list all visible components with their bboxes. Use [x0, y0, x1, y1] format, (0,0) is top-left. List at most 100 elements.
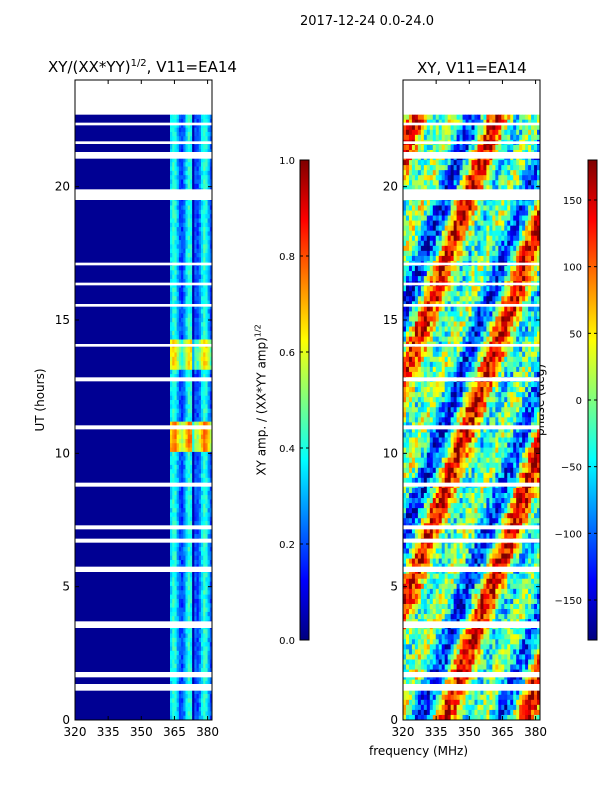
- heatmap-cell: [495, 286, 499, 292]
- heatmap-cell: [192, 369, 195, 375]
- heatmap-cell: [174, 637, 178, 643]
- heatmap-cell: [178, 698, 182, 704]
- heatmap-cell: [198, 339, 202, 345]
- heatmap-cell: [465, 160, 469, 166]
- heatmap-cell: [459, 255, 463, 262]
- heatmap-cell: [192, 408, 195, 414]
- heatmap-cell: [200, 616, 204, 621]
- heatmap-cell: [198, 387, 202, 392]
- heatmap-cell: [183, 348, 186, 353]
- heatmap-cell: [435, 255, 440, 262]
- heatmap-cell: [181, 387, 184, 392]
- heatmap-cell: [209, 296, 212, 301]
- heatmap-cell: [209, 253, 212, 258]
- heatmap-cell: [207, 642, 211, 647]
- heatmap-cell: [531, 170, 535, 176]
- heatmap-cell: [178, 291, 182, 297]
- heatmap-cell: [456, 316, 460, 322]
- heatmap-cell: [189, 702, 193, 708]
- heatmap-cell: [170, 317, 173, 323]
- heatmap-cell: [172, 287, 175, 293]
- heatmap-cell: [174, 611, 178, 617]
- heatmap-cell: [516, 220, 520, 227]
- heatmap-cell: [183, 400, 186, 405]
- heatmap-cell: [207, 551, 211, 557]
- heatmap-cell: [194, 395, 197, 401]
- heatmap-cell: [189, 240, 193, 245]
- heatmap-cell: [192, 512, 195, 518]
- heatmap-cell: [480, 134, 484, 141]
- heatmap-cell: [198, 296, 202, 301]
- heatmap-cell: [480, 351, 484, 358]
- heatmap-cell: [181, 356, 184, 362]
- heatmap-cell: [192, 490, 195, 496]
- heatmap-cell: [414, 160, 419, 166]
- heatmap-cell: [181, 118, 184, 124]
- heatmap-cell: [453, 235, 458, 242]
- heatmap-cell: [192, 127, 195, 133]
- heatmap-cell: [170, 490, 173, 496]
- heatmap-cell: [426, 114, 431, 121]
- heatmap-cell: [510, 114, 514, 121]
- heatmap-cell: [203, 663, 206, 669]
- figure-suptitle: 2017-12-24 0.0-24.0: [300, 14, 434, 29]
- heatmap-cell: [207, 637, 211, 643]
- heatmap-cell: [172, 637, 175, 643]
- heatmap-cell: [189, 534, 193, 539]
- heatmap-cell: [459, 235, 463, 242]
- heatmap-cell: [170, 547, 173, 552]
- flagged-gap: [75, 566, 212, 572]
- heatmap-cell: [504, 346, 508, 353]
- heatmap-cell: [501, 356, 505, 363]
- heatmap-cell: [480, 170, 484, 176]
- heatmap-cell: [200, 611, 204, 617]
- heatmap-cell: [450, 271, 455, 277]
- heatmap-cell: [528, 306, 532, 312]
- heatmap-cell: [501, 240, 505, 247]
- heatmap-cell: [172, 451, 175, 457]
- heatmap-cell: [203, 274, 206, 280]
- heatmap-cell: [200, 287, 204, 293]
- heatmap-cell: [194, 183, 197, 189]
- heatmap-cell: [486, 175, 490, 181]
- heatmap-cell: [474, 331, 478, 338]
- heatmap-cell: [185, 577, 189, 583]
- heatmap-cell: [181, 689, 184, 695]
- heatmap-cell: [501, 291, 505, 297]
- heatmap-cell: [183, 646, 186, 652]
- heatmap-cell: [174, 547, 178, 552]
- heatmap-cell: [194, 123, 197, 129]
- heatmap-cell: [477, 210, 481, 216]
- heatmap-cell: [192, 681, 195, 686]
- heatmap-cell: [477, 230, 481, 237]
- heatmap-cell: [435, 170, 440, 176]
- heatmap-cell: [178, 244, 182, 250]
- heatmap-cell: [504, 331, 508, 338]
- heatmap-cell: [194, 655, 197, 660]
- heatmap-cell: [501, 215, 505, 221]
- heatmap-cell: [507, 316, 511, 322]
- heatmap-cell: [519, 210, 523, 216]
- heatmap-cell: [185, 715, 189, 720]
- heatmap-cell: [181, 668, 184, 673]
- heatmap-cell: [522, 134, 526, 141]
- heatmap-cell: [495, 185, 499, 191]
- heatmap-cell: [432, 286, 437, 292]
- heatmap-cell: [174, 417, 178, 423]
- heatmap-cell: [480, 124, 484, 131]
- heatmap-cell: [198, 118, 202, 124]
- heatmap-cell: [196, 555, 200, 561]
- heatmap-cell: [456, 346, 460, 353]
- heatmap-cell: [200, 144, 204, 150]
- heatmap-cell: [203, 131, 206, 137]
- heatmap-cell: [172, 365, 175, 371]
- heatmap-cell: [510, 165, 514, 171]
- heatmap-cell: [444, 215, 449, 221]
- heatmap-cell: [486, 200, 490, 206]
- heatmap-cell: [477, 225, 481, 232]
- heatmap-cell: [441, 240, 446, 247]
- heatmap-cell: [468, 255, 472, 262]
- heatmap-cell: [174, 170, 178, 176]
- heatmap-cell: [194, 477, 197, 483]
- heatmap-cell: [468, 119, 472, 126]
